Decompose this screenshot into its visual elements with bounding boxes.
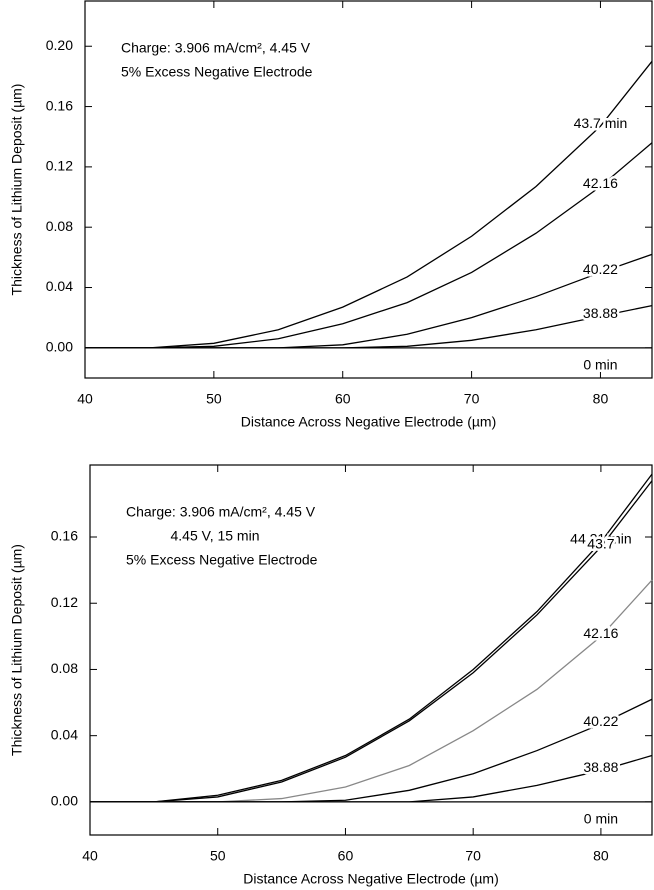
- series-line: [85, 142, 653, 349]
- y-axis-label: Thickness of Lithium Deposit (µm): [9, 84, 25, 296]
- y-tick-label: 0.12: [51, 594, 78, 610]
- series-line: [85, 60, 653, 349]
- y-tick-label: 0.16: [51, 528, 78, 544]
- y-axis-label: Thickness of Lithium Deposit (µm): [9, 544, 25, 756]
- series-line: [90, 698, 653, 803]
- x-tick-label: 40: [77, 391, 93, 407]
- x-axis-label: Distance Across Negative Electrode (µm): [241, 414, 497, 430]
- plot-frame: [89, 464, 653, 836]
- series-line: [90, 473, 653, 803]
- y-tick-label: 0.04: [46, 278, 73, 294]
- series-label: 43.7: [587, 536, 614, 552]
- series-line: [90, 480, 653, 803]
- series-label: 42.16: [583, 625, 618, 641]
- x-tick-label: 70: [465, 848, 481, 864]
- annotation: 5% Excess Negative Electrode: [121, 64, 313, 80]
- x-tick-label: 70: [464, 391, 480, 407]
- x-tick-label: 40: [82, 848, 98, 864]
- annotation: Charge: 3.906 mA/cm², 4.45 V: [126, 504, 316, 520]
- series-label: 43.7 min: [574, 115, 628, 131]
- annotation: Charge: 3.906 mA/cm², 4.45 V: [121, 40, 311, 56]
- annotation: 5% Excess Negative Electrode: [126, 552, 318, 568]
- series-label: 38.88: [583, 305, 618, 321]
- series-label: 38.88: [583, 759, 618, 775]
- plot-frame: [84, 0, 653, 379]
- annotation: 4.45 V, 15 min: [171, 528, 260, 544]
- y-tick-label: 0.08: [46, 218, 73, 234]
- x-tick-label: 50: [206, 391, 222, 407]
- x-tick-label: 50: [210, 848, 226, 864]
- series-label: 42.16: [583, 175, 618, 191]
- y-tick-label: 0.16: [46, 97, 73, 113]
- y-tick-label: 0.20: [46, 37, 73, 53]
- y-tick-label: 0.04: [51, 726, 78, 742]
- series-label: 44.21 min: [570, 531, 631, 547]
- series-line: [85, 304, 653, 349]
- x-tick-label: 60: [338, 848, 354, 864]
- series-line: [85, 253, 653, 349]
- y-tick-label: 0.12: [46, 158, 73, 174]
- y-tick-label: 0.00: [46, 339, 73, 355]
- series-label: 40.22: [583, 713, 618, 729]
- y-tick-label: 0.08: [51, 660, 78, 676]
- x-tick-label: 80: [593, 391, 609, 407]
- x-tick-label: 80: [593, 848, 609, 864]
- x-tick-label: 60: [335, 391, 351, 407]
- series-label: 40.22: [583, 261, 618, 277]
- y-tick-label: 0.00: [51, 793, 78, 809]
- series-line: [90, 579, 653, 803]
- series-label: 0 min: [584, 811, 618, 827]
- series-label: 0 min: [583, 357, 617, 373]
- x-axis-label: Distance Across Negative Electrode (µm): [243, 871, 499, 887]
